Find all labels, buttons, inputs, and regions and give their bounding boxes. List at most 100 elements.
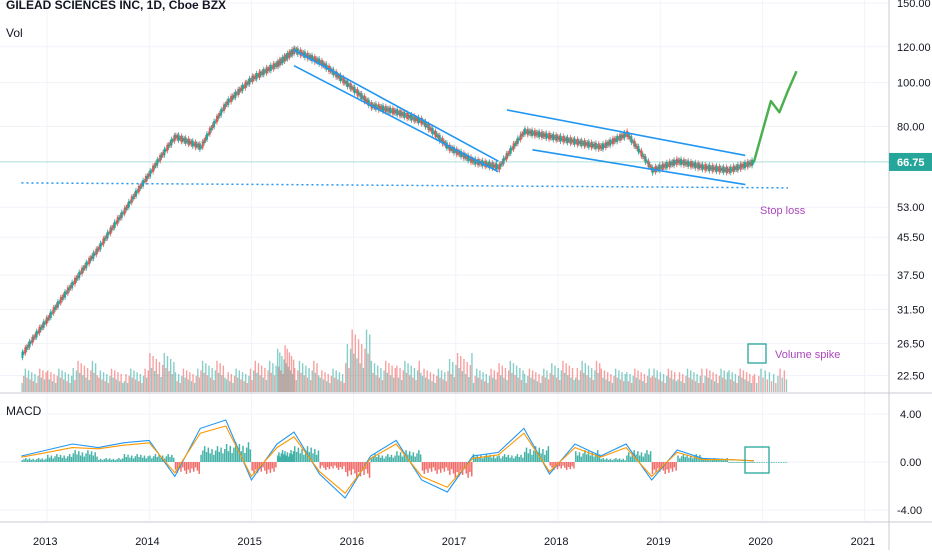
volume-bar bbox=[413, 368, 416, 392]
macd-histogram-bar bbox=[507, 454, 510, 462]
candle-body bbox=[267, 67, 270, 72]
candle-body bbox=[550, 135, 553, 139]
candle-body bbox=[255, 73, 258, 80]
macd-histogram-bar bbox=[430, 462, 433, 472]
candle-body bbox=[342, 77, 345, 84]
macd-histogram-bar bbox=[669, 462, 672, 469]
candle-body bbox=[96, 248, 99, 252]
macd-histogram-bar bbox=[688, 457, 690, 462]
candle-body bbox=[549, 134, 552, 139]
macd-histogram-bar bbox=[247, 442, 250, 462]
macd-histogram-bar bbox=[458, 462, 460, 477]
candle-body bbox=[577, 140, 580, 144]
candle-body bbox=[560, 138, 563, 140]
volume-bar bbox=[353, 353, 355, 392]
candle-body bbox=[600, 145, 603, 149]
candle-body bbox=[650, 166, 653, 170]
candle-body bbox=[363, 95, 366, 103]
candle-body bbox=[606, 142, 609, 146]
time-axis-label: 2013 bbox=[33, 536, 57, 548]
macd-histogram-bar bbox=[41, 458, 44, 462]
macd-histogram-bar bbox=[149, 455, 151, 462]
volume-bar bbox=[330, 375, 333, 392]
candle-body bbox=[126, 204, 129, 209]
volume-bar bbox=[114, 370, 116, 392]
macd-histogram-bar bbox=[439, 462, 442, 473]
macd-histogram-bar bbox=[156, 456, 158, 462]
macd-histogram-bar bbox=[412, 452, 415, 462]
volume-bar bbox=[468, 377, 470, 392]
candle-body bbox=[452, 147, 455, 154]
macd-histogram-bar bbox=[220, 447, 222, 462]
macd-histogram-bar bbox=[394, 455, 396, 462]
volume-bar bbox=[276, 348, 279, 392]
candle-body bbox=[176, 135, 179, 139]
candle-body bbox=[301, 51, 304, 55]
candle-body bbox=[562, 135, 565, 143]
macd-histogram-bar bbox=[273, 462, 275, 472]
volume-bar bbox=[357, 339, 360, 392]
volume-bar bbox=[752, 375, 754, 392]
candle-body bbox=[711, 165, 714, 172]
macd-histogram-bar bbox=[132, 458, 135, 462]
macd-histogram-bar bbox=[587, 451, 590, 462]
candle-body bbox=[511, 148, 514, 150]
macd-histogram-bar bbox=[560, 462, 562, 469]
volume-bar bbox=[626, 372, 628, 392]
volume-bar bbox=[515, 365, 518, 392]
macd-histogram-bar bbox=[112, 458, 115, 462]
candle-body bbox=[441, 138, 444, 145]
volume-bar bbox=[456, 353, 459, 392]
volume-bar bbox=[267, 370, 269, 392]
candle-body bbox=[565, 138, 568, 142]
volume-bar bbox=[174, 372, 177, 392]
candle-body bbox=[383, 108, 386, 110]
candle-body bbox=[345, 81, 348, 85]
volume-bar bbox=[298, 360, 301, 392]
macd-histogram-bar bbox=[256, 462, 259, 473]
volume-bar bbox=[669, 377, 671, 392]
macd-histogram-bar bbox=[379, 457, 382, 462]
volume-bar bbox=[658, 379, 660, 392]
candle-body bbox=[92, 252, 95, 259]
volume-bar bbox=[205, 363, 207, 392]
volume-bar bbox=[34, 374, 36, 392]
volume-bar bbox=[31, 372, 33, 392]
candle-body bbox=[455, 148, 458, 155]
candle-body bbox=[687, 160, 690, 167]
candle-body bbox=[49, 311, 52, 318]
candle-body bbox=[318, 58, 321, 65]
volume-bar bbox=[552, 375, 555, 392]
volume-bar bbox=[721, 377, 724, 392]
macd-histogram-bar bbox=[193, 462, 195, 472]
macd-histogram-bar bbox=[525, 447, 528, 462]
candle-body bbox=[122, 212, 125, 214]
volume-bar bbox=[595, 360, 598, 392]
macd-histogram-bar bbox=[319, 462, 322, 469]
volume-bar bbox=[694, 381, 697, 392]
candle-body bbox=[238, 89, 241, 93]
volume-bar bbox=[221, 375, 223, 392]
volume-bar bbox=[766, 379, 769, 392]
candle-body bbox=[337, 75, 340, 79]
macd-histogram-bar bbox=[388, 456, 391, 462]
macd-histogram-bar bbox=[138, 456, 140, 462]
macd-histogram-bar bbox=[92, 455, 95, 462]
macd-histogram-bar bbox=[211, 449, 213, 462]
volume-bar bbox=[570, 377, 572, 392]
candle-body bbox=[319, 62, 322, 64]
candle-body bbox=[743, 162, 746, 169]
volume-bar bbox=[389, 375, 392, 392]
volume-bar bbox=[629, 374, 631, 392]
macd-histogram-bar bbox=[752, 462, 754, 463]
macd-histogram-bar bbox=[85, 453, 87, 462]
candle-body bbox=[485, 162, 488, 166]
candle-body bbox=[435, 133, 438, 137]
macd-histogram-bar bbox=[640, 452, 643, 462]
price-axis-label: 53.00 bbox=[897, 202, 925, 214]
candle-body bbox=[474, 158, 477, 165]
volume-bar bbox=[495, 379, 497, 392]
macd-histogram-bar bbox=[26, 459, 29, 462]
candle-body bbox=[68, 287, 71, 291]
